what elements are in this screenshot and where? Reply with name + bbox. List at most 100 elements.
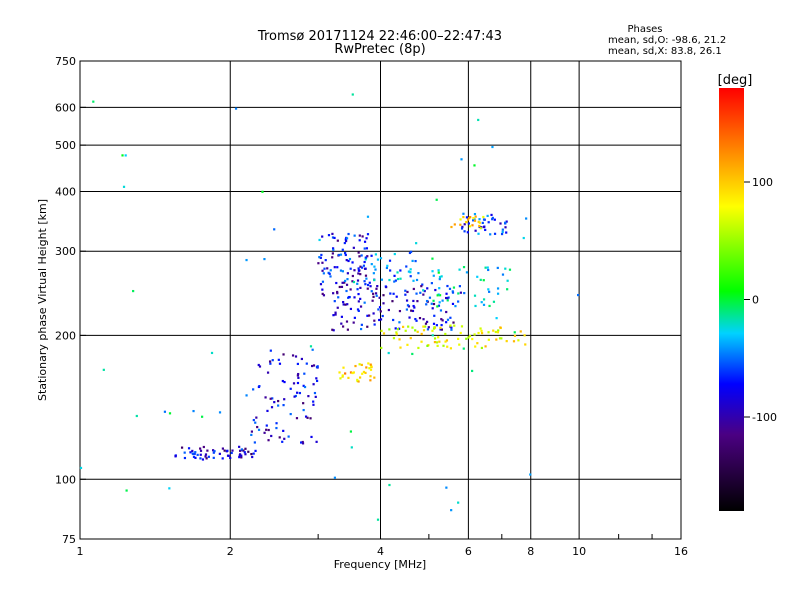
data-point [302,384,305,387]
data-point [218,452,221,455]
data-point [349,430,353,433]
data-point [301,442,305,445]
data-point [395,295,398,298]
data-point [446,318,450,321]
data-point [445,486,448,489]
data-point [378,296,381,299]
data-point [525,217,528,220]
y-tick-label: 100 [55,473,76,486]
data-point [462,347,465,350]
data-point [321,288,324,291]
y-tick-label: 750 [55,55,76,68]
data-point [395,331,398,334]
data-point [363,280,366,283]
data-point [263,257,266,261]
data-point [333,476,337,479]
data-point [312,403,315,406]
data-point [245,258,248,262]
data-point [328,272,331,275]
data-point [341,374,344,377]
data-point [365,237,368,240]
data-point [200,415,204,418]
data-point [332,248,335,251]
data-point [440,328,444,331]
data-point [357,269,360,272]
data-point [468,334,472,338]
data-point [196,453,199,456]
data-point [487,288,490,291]
data-point [357,251,360,254]
colorbar-ticks: 100 0 -100 [744,176,777,424]
data-point [342,300,345,304]
data-point [348,295,351,299]
data-point [482,303,486,306]
data-point [446,284,449,288]
data-point [417,272,420,275]
data-point [421,283,424,286]
data-point [517,339,520,342]
data-point [187,447,191,450]
data-point [270,406,274,409]
data-point [409,337,412,340]
data-point [361,372,364,375]
data-point [402,325,405,328]
data-point [204,455,207,458]
data-point [465,271,469,274]
data-point [370,364,373,367]
x-axis-ticks: 1 2 4 6 8 10 16 [77,534,688,558]
data-point [358,363,361,366]
data-point [407,270,410,273]
data-point [202,445,205,449]
data-point [473,218,476,221]
data-point [425,299,429,303]
data-point [338,285,341,289]
x-tick-label: 6 [465,545,472,558]
data-point [422,318,425,321]
data-point [347,376,350,379]
data-point [183,451,186,454]
data-point [353,269,356,272]
data-point [496,331,500,334]
data-point [432,302,436,306]
data-point [392,318,395,322]
data-point [423,290,426,293]
data-point [332,314,335,317]
data-point [484,345,487,348]
data-point [420,285,423,288]
colorbar-tick-label: 0 [752,294,759,307]
data-point [369,379,372,382]
data-point [345,320,349,323]
data-point [387,308,390,312]
data-point [499,326,502,329]
data-point [239,453,242,456]
data-point [329,275,332,278]
data-point [465,337,468,340]
data-point [265,424,268,427]
data-point [411,352,414,356]
data-point [340,315,343,318]
data-point [360,363,363,367]
data-point [414,317,417,321]
data-point [238,445,241,448]
data-point [457,292,460,295]
data-point [194,456,197,459]
data-point [459,331,462,335]
data-point [471,224,474,227]
data-point [494,330,497,334]
data-point [448,287,452,290]
data-point [334,313,337,316]
data-point [310,435,313,439]
data-point [396,328,400,331]
data-point [435,341,439,344]
data-point [468,225,472,228]
data-point [388,278,391,282]
data-point [492,300,496,303]
data-point [374,292,378,295]
data-point [422,329,426,332]
data-point [445,296,448,300]
data-point [332,292,335,295]
data-point [342,366,345,369]
data-point [409,268,412,271]
data-point [353,234,356,237]
data-point [194,451,197,454]
